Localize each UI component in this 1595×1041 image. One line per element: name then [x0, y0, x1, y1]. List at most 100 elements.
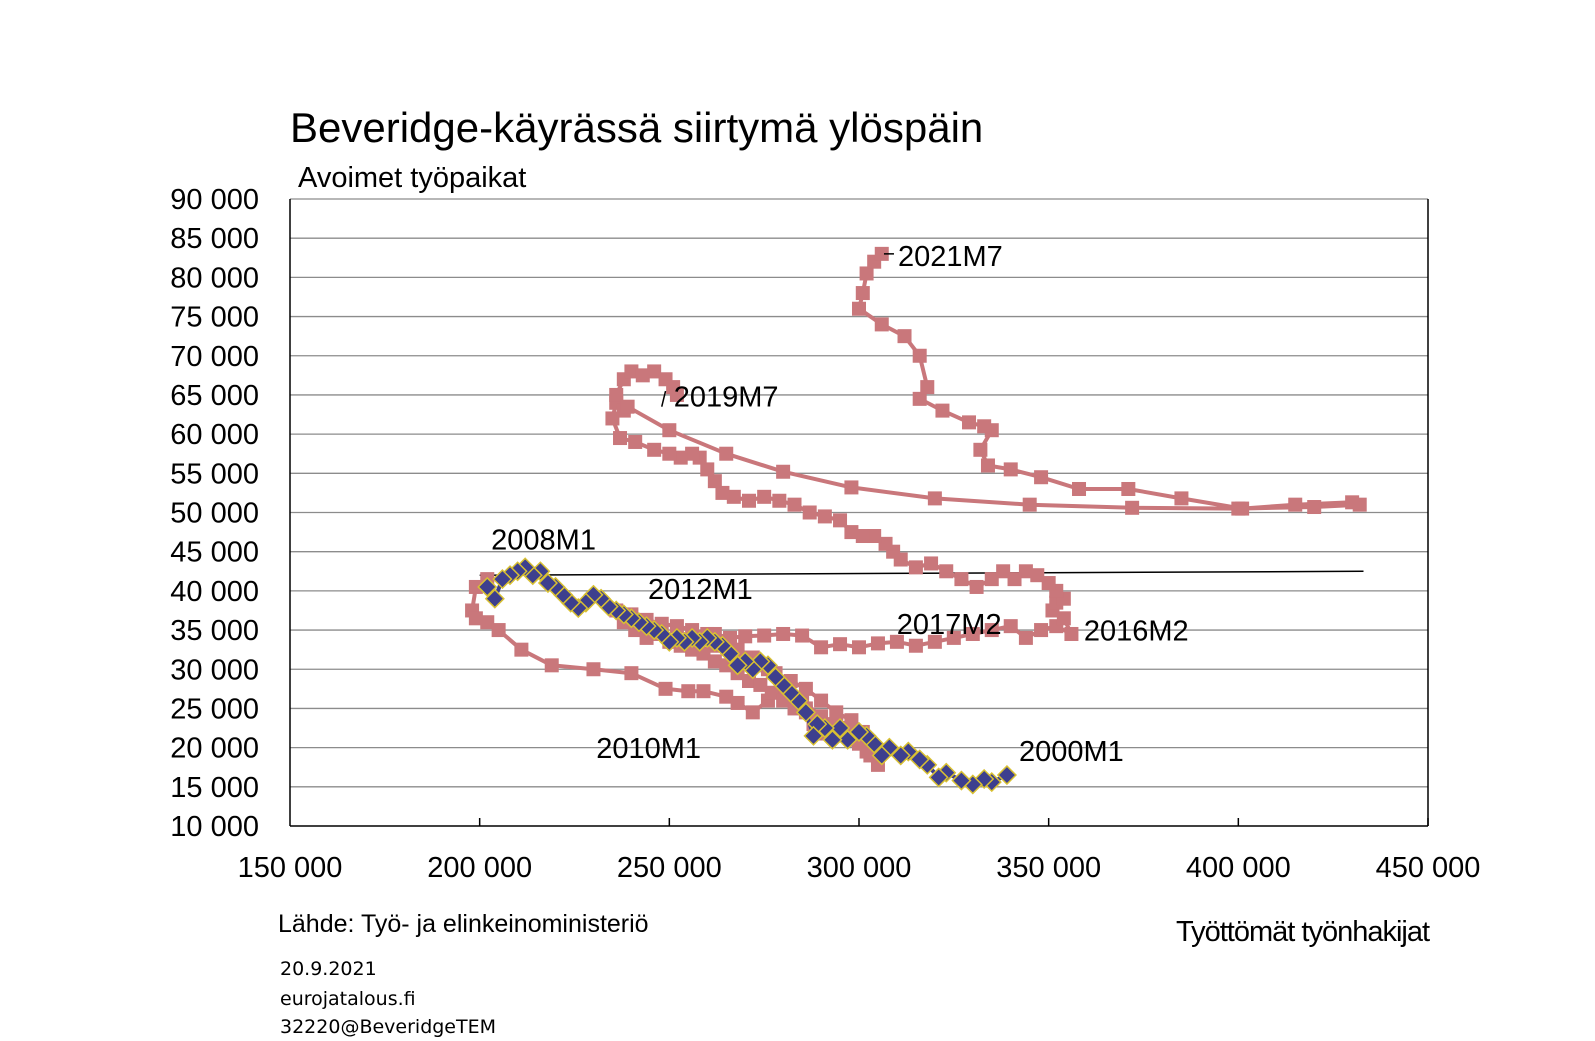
data-point-diamond [848, 721, 870, 743]
data-point-diamond [951, 770, 972, 791]
data-point-square [772, 493, 787, 508]
data-point-square [757, 628, 772, 643]
data-point-square [855, 529, 870, 544]
annotation-label: 2016M2 [1084, 615, 1189, 647]
data-point-square [954, 572, 969, 587]
data-point-square [969, 579, 984, 594]
data-point-square [817, 509, 832, 524]
data-point-square [912, 348, 927, 363]
y-tick-label: 20 000 [170, 733, 259, 765]
data-point-square [1022, 497, 1037, 512]
data-point-square [715, 485, 730, 500]
annotation-label: 2000M1 [1019, 736, 1124, 768]
data-point-square [647, 364, 662, 379]
data-point-square [586, 662, 601, 677]
data-point-square [707, 654, 722, 669]
data-point-diamond [492, 569, 513, 590]
data-point-square [726, 489, 741, 504]
leader-2019 [661, 390, 667, 407]
y-tick-label: 15 000 [170, 772, 259, 804]
data-point-square [795, 628, 810, 643]
data-point-square [1121, 481, 1136, 496]
data-point-square [787, 497, 802, 512]
data-point-square [814, 693, 829, 708]
y-tick-label: 40 000 [170, 576, 259, 608]
annotation-label: 2010M1 [596, 733, 701, 765]
data-point-diamond [871, 745, 892, 766]
data-point-square [468, 611, 483, 626]
data-point-square [1041, 576, 1056, 591]
data-point-square [1056, 611, 1071, 626]
x-tick-label: 350 000 [996, 852, 1101, 884]
data-point-diamond [795, 702, 816, 723]
y-tick-label: 85 000 [170, 223, 259, 255]
data-point-square [738, 629, 753, 644]
data-point-square [977, 419, 992, 434]
data-point-diamond [537, 572, 559, 594]
date-note: 20.9.2021 [280, 958, 377, 980]
data-point-square [908, 638, 923, 653]
data-point-square [912, 391, 927, 406]
data-point-square [874, 317, 889, 332]
data-point-square [844, 713, 859, 728]
data-point-square [696, 684, 711, 699]
data-point-diamond [765, 667, 786, 688]
data-point-square [946, 630, 961, 645]
data-point-square [889, 634, 904, 649]
data-point-square [874, 246, 889, 261]
data-point-square [920, 380, 935, 395]
data-point-square [662, 423, 677, 438]
data-point-square [1235, 501, 1250, 516]
x-tick-label: 250 000 [617, 852, 722, 884]
data-point-square [935, 403, 950, 418]
x-tick-label: 150 000 [238, 852, 343, 884]
data-point-square [658, 681, 673, 696]
data-point-diamond [996, 764, 1018, 786]
data-point-square [669, 619, 684, 634]
data-point-square [741, 493, 756, 508]
data-point-square [852, 640, 866, 655]
data-point-square [814, 640, 829, 655]
data-point-square [859, 266, 874, 281]
x-axis-label: Työttömät työnhakijat [1176, 916, 1430, 948]
id-note: 32220@BeveridgeTEM [280, 1016, 497, 1038]
data-point-square [776, 464, 791, 479]
data-point-square [1174, 491, 1189, 506]
data-point-square [480, 615, 495, 630]
data-point-square [613, 431, 628, 446]
data-point-square [628, 434, 643, 449]
data-point-diamond [890, 745, 911, 766]
data-point-square [764, 685, 779, 700]
tick-labels: 10 000 15 000 20 000 25 000 30 000 35 000 40 0… [170, 184, 1480, 884]
data-point-square [624, 666, 639, 681]
annotation-label: 2017M2 [897, 609, 1002, 641]
x-tick-label: 200 000 [427, 852, 532, 884]
data-point-square [700, 462, 715, 477]
data-point-square [844, 480, 859, 495]
data-point-square [514, 642, 529, 657]
data-point-square [491, 623, 506, 638]
data-point-square [662, 446, 677, 461]
data-point-square [605, 411, 620, 426]
data-point-square [685, 446, 700, 461]
data-point-square [1064, 626, 1079, 641]
data-point-square [1288, 497, 1303, 512]
data-point-square [776, 626, 791, 641]
data-point-square [965, 626, 980, 641]
x-tick-label: 400 000 [1186, 852, 1291, 884]
y-axis-label: Avoimet työpaikat [298, 162, 527, 194]
data-point-square [984, 623, 999, 638]
data-point-square [669, 387, 684, 402]
data-point-square [1003, 462, 1018, 477]
data-point-square [1030, 568, 1045, 583]
y-tick-label: 35 000 [170, 615, 259, 647]
y-tick-label: 25 000 [170, 693, 259, 725]
data-point-diamond [928, 767, 949, 788]
data-point-square [707, 474, 722, 489]
data-point-diamond [822, 729, 843, 750]
data-point-square [1125, 500, 1140, 515]
data-point-square [833, 637, 848, 652]
data-point-square [996, 564, 1011, 579]
data-point-square [730, 695, 745, 710]
